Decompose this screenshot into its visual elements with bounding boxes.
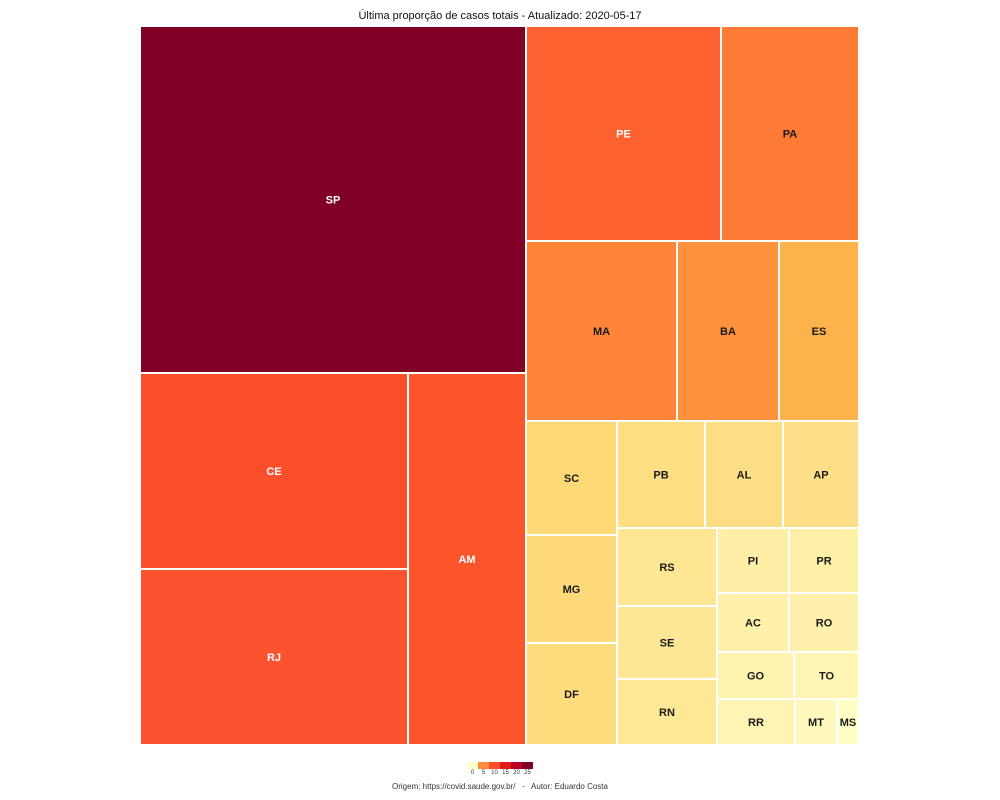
treemap-label-to: TO bbox=[819, 671, 835, 683]
treemap-label-mg: MG bbox=[563, 584, 581, 596]
treemap-rect-ba bbox=[676, 240, 780, 422]
treemap-cell-ms: MS bbox=[836, 698, 860, 746]
chart-title: Última proporção de casos totais - Atual… bbox=[358, 10, 642, 22]
treemap-cell-mt: MT bbox=[794, 698, 838, 746]
treemap-label-am: AM bbox=[458, 554, 475, 566]
treemap-label-rn: RN bbox=[659, 707, 675, 719]
treemap-cell-ro: RO bbox=[788, 592, 860, 653]
treemap-label-ms: MS bbox=[840, 717, 857, 729]
treemap-label-se: SE bbox=[660, 638, 675, 650]
legend-item: 20 bbox=[511, 762, 522, 777]
treemap-cell-sp: SP bbox=[139, 25, 527, 374]
treemap-rect-al bbox=[704, 420, 784, 529]
treemap-rect-rr bbox=[716, 698, 796, 746]
treemap-cell-sc: SC bbox=[525, 420, 618, 536]
legend-label: 15 bbox=[502, 770, 509, 776]
treemap-label-ma: MA bbox=[593, 326, 610, 338]
treemap-cell-go: GO bbox=[716, 651, 795, 700]
treemap-cell-mg: MG bbox=[525, 534, 618, 644]
treemap-label-rj: RJ bbox=[267, 652, 281, 664]
treemap-cell-ap: AP bbox=[782, 420, 860, 529]
treemap-cell-rj: RJ bbox=[139, 568, 409, 746]
treemap-label-ba: BA bbox=[720, 326, 736, 338]
author-text: Autor: Eduardo Costa bbox=[531, 782, 608, 791]
treemap-label-pi: PI bbox=[748, 556, 758, 568]
legend-item: 5 bbox=[478, 762, 489, 777]
treemap-rect-ap bbox=[782, 420, 860, 529]
legend-label: 10 bbox=[491, 770, 498, 776]
treemap-cell-ac: AC bbox=[716, 592, 790, 653]
treemap-cell-am: AM bbox=[407, 372, 527, 746]
legend-label: 0 bbox=[470, 770, 475, 776]
treemap-cell-to: TO bbox=[793, 651, 860, 700]
treemap-rect-pr bbox=[788, 527, 860, 594]
legend-item: 0 bbox=[467, 762, 478, 777]
legend-swatch bbox=[478, 762, 489, 769]
treemap-rect-pe bbox=[525, 25, 722, 242]
treemap-label-pb: PB bbox=[653, 470, 668, 482]
treemap-label-es: ES bbox=[812, 326, 827, 338]
legend-label: 20 bbox=[513, 770, 520, 776]
legend-swatch bbox=[489, 762, 500, 769]
legend-item: 10 bbox=[489, 762, 500, 777]
treemap-cell-df: DF bbox=[525, 642, 618, 746]
treemap-label-mt: MT bbox=[808, 717, 824, 729]
treemap-label-ac: AC bbox=[745, 618, 761, 630]
treemap-label-ro: RO bbox=[816, 618, 833, 630]
treemap-label-al: AL bbox=[737, 470, 752, 482]
treemap-cell-es: ES bbox=[778, 240, 860, 422]
treemap-cell-al: AL bbox=[704, 420, 784, 529]
legend-swatch bbox=[511, 762, 522, 769]
chart-caption: Origem: https://covid.saude.gov.br/ - Au… bbox=[0, 782, 1000, 791]
legend-label: 5 bbox=[481, 770, 486, 776]
treemap-cell-rr: RR bbox=[716, 698, 796, 746]
treemap-rect-to bbox=[793, 651, 860, 700]
treemap-label-sc: SC bbox=[564, 473, 579, 485]
treemap-label-pr: PR bbox=[816, 556, 831, 568]
legend-item: 25 bbox=[522, 762, 533, 777]
treemap-rect-pb bbox=[616, 420, 706, 529]
treemap-chart: SP CE RJ AM PE PA MA BA ES SC PB AL AP MG DF RS SE RN PI PR… bbox=[139, 25, 860, 746]
treemap-label-pa: PA bbox=[783, 129, 798, 141]
treemap-cell-rn: RN bbox=[616, 678, 718, 746]
treemap-rect-ms bbox=[836, 698, 860, 746]
treemap-cell-ma: MA bbox=[525, 240, 678, 422]
treemap-rect-ma bbox=[525, 240, 678, 422]
treemap-rect-mg bbox=[525, 534, 618, 644]
treemap-label-pe: PE bbox=[616, 129, 631, 141]
treemap-rect-df bbox=[525, 642, 618, 746]
treemap-cell-pb: PB bbox=[616, 420, 706, 529]
treemap-cell-pe: PE bbox=[525, 25, 722, 242]
treemap-cell-pr: PR bbox=[788, 527, 860, 594]
legend-swatch bbox=[500, 762, 511, 769]
legend-swatch bbox=[467, 762, 478, 769]
treemap-label-rs: RS bbox=[659, 562, 674, 574]
treemap-label-df: DF bbox=[564, 689, 579, 701]
caption-separator: - bbox=[522, 782, 525, 791]
legend-item: 15 bbox=[500, 762, 511, 777]
treemap-label-go: GO bbox=[747, 671, 765, 683]
legend-label: 25 bbox=[524, 770, 531, 776]
treemap-rect-pa bbox=[720, 25, 860, 242]
treemap-label-ce: CE bbox=[266, 466, 281, 478]
legend-swatch bbox=[522, 762, 533, 769]
treemap-cell-pi: PI bbox=[716, 527, 790, 594]
treemap-rect-es bbox=[778, 240, 860, 422]
color-legend: 0 5 10 15 20 25 bbox=[0, 762, 1000, 777]
treemap-label-rr: RR bbox=[748, 717, 764, 729]
treemap-cell-rs: RS bbox=[616, 527, 718, 607]
treemap-rect-rn bbox=[616, 678, 718, 746]
treemap-cell-ce: CE bbox=[139, 372, 409, 570]
treemap-rect-ro bbox=[788, 592, 860, 653]
treemap-label-ap: AP bbox=[813, 470, 828, 482]
treemap-cell-pa: PA bbox=[720, 25, 860, 242]
treemap-cell-se: SE bbox=[616, 605, 718, 680]
source-text: Origem: https://covid.saude.gov.br/ bbox=[392, 782, 516, 791]
treemap-label-sp: SP bbox=[326, 195, 341, 207]
treemap-rect-pi bbox=[716, 527, 790, 594]
treemap-cell-ba: BA bbox=[676, 240, 780, 422]
